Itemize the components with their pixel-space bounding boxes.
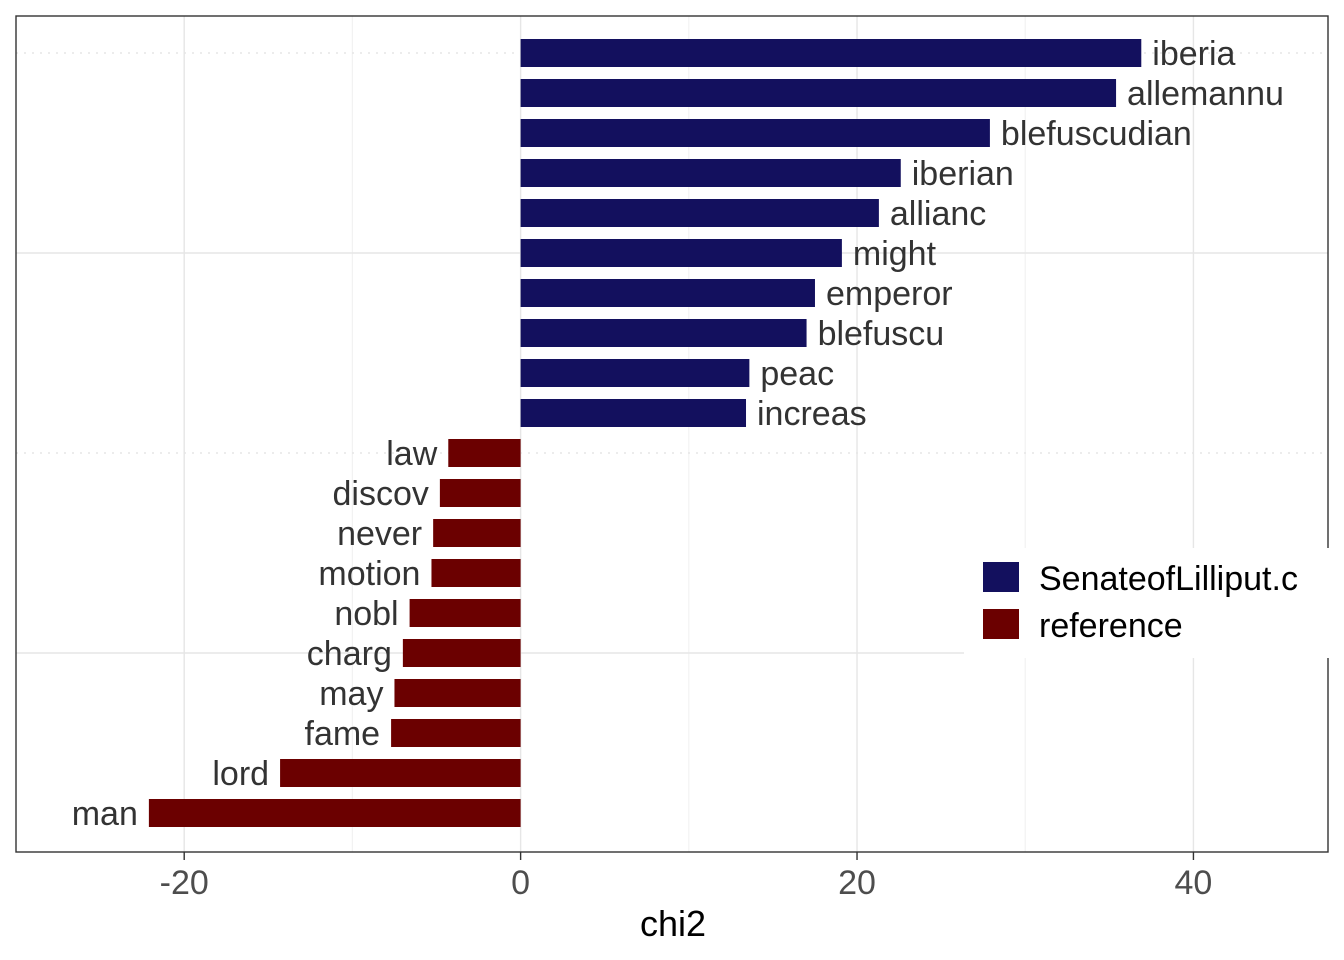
bar-label-iberia: iberia: [1152, 35, 1235, 73]
bar-iberian: [520, 159, 901, 187]
bars-group: [148, 39, 1142, 827]
bar-blefuscudian: [520, 119, 990, 147]
x-axis-title: chi2: [640, 903, 706, 944]
bar-lord: [280, 759, 521, 787]
bar-discov: [439, 479, 521, 507]
bar-label-man: man: [72, 795, 138, 833]
bar-label-peac: peac: [760, 355, 834, 393]
bar-nobl: [409, 599, 521, 627]
bar-label-blefuscu: blefuscu: [818, 315, 945, 353]
legend-label-reference: reference: [1039, 607, 1183, 645]
bar-law: [448, 439, 521, 467]
x-tick-label: 0: [511, 864, 530, 902]
legend: SenateofLilliput.c reference: [964, 548, 1344, 658]
bar-label-blefuscudian: blefuscudian: [1001, 115, 1192, 153]
bar-may: [394, 679, 521, 707]
x-tick-label: -20: [160, 864, 209, 902]
bar-charg: [402, 639, 521, 667]
panel-border: [15, 15, 1329, 853]
bar-label-allemannu: allemannu: [1127, 75, 1284, 113]
bar-label-increas: increas: [757, 395, 867, 433]
bar-label-allianc: allianc: [890, 195, 986, 233]
x-tick-label: 40: [1175, 864, 1213, 902]
bar-label-law: law: [386, 435, 437, 473]
bar-label-might: might: [853, 235, 937, 273]
bar-allemannu: [520, 79, 1117, 107]
bar-man: [148, 799, 521, 827]
bar-fame: [391, 719, 521, 747]
bar-emperor: [520, 279, 815, 307]
bar-might: [520, 239, 842, 267]
bar-blefuscu: [520, 319, 807, 347]
bar-label-lord: lord: [212, 755, 269, 793]
x-axis: -20 0 20 40: [160, 852, 1213, 902]
bar-label-iberian: iberian: [912, 155, 1014, 193]
bar-iberia: [520, 39, 1142, 67]
bar-label-never: never: [337, 515, 422, 553]
bar-label-discov: discov: [333, 475, 429, 513]
bar-label-emperor: emperor: [826, 275, 953, 313]
bar-motion: [431, 559, 521, 587]
bar-allianc: [520, 199, 879, 227]
legend-background: [964, 548, 1344, 658]
x-tick-label: 20: [838, 864, 876, 902]
legend-key-reference: [983, 609, 1019, 639]
bar-never: [433, 519, 521, 547]
bar-label-motion: motion: [318, 555, 420, 593]
bar-label-nobl: nobl: [334, 595, 398, 633]
bar-label-may: may: [319, 675, 383, 713]
bar-label-charg: charg: [307, 635, 392, 673]
bar-increas: [520, 399, 747, 427]
bar-label-fame: fame: [305, 715, 381, 753]
legend-label-target: SenateofLilliput.c: [1039, 560, 1298, 598]
legend-key-target: [983, 562, 1019, 592]
bar-labels-group: iberiaallemannublefuscudianiberianallian…: [72, 35, 1284, 833]
bar-peac: [520, 359, 750, 387]
